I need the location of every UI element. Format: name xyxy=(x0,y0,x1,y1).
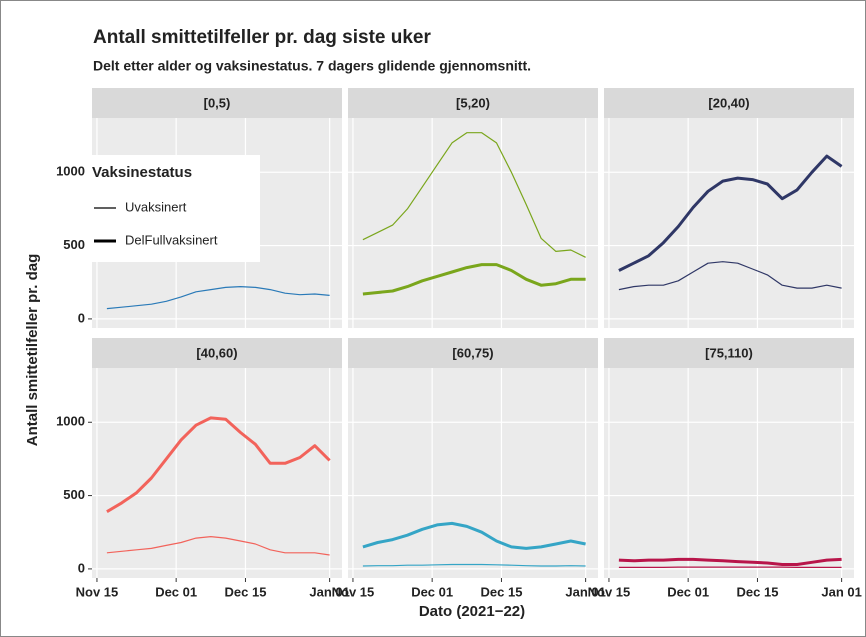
x-tick-label: Nov 15 xyxy=(588,584,631,599)
x-axis-title: Dato (2021−22) xyxy=(419,603,525,620)
data-line xyxy=(362,263,586,296)
x-tick-label: Dec 01 xyxy=(155,584,197,599)
x-tick-label: Dec 15 xyxy=(225,584,267,599)
strip xyxy=(604,338,854,368)
legend-label: Uvaksinert xyxy=(125,199,187,214)
legend-title: Vaksinestatus xyxy=(92,164,192,181)
strip-label: [40,60) xyxy=(196,345,237,360)
data-line xyxy=(106,536,330,556)
y-tick-label: 500 xyxy=(63,237,85,252)
panel-background xyxy=(604,118,854,328)
data-line xyxy=(106,286,330,310)
x-tick-label: Dec 15 xyxy=(737,584,779,599)
strip xyxy=(348,338,598,368)
data-line xyxy=(362,132,586,258)
x-tick-label: Nov 15 xyxy=(76,584,119,599)
panel-background xyxy=(604,368,854,578)
data-line xyxy=(362,521,586,550)
strip xyxy=(604,88,854,118)
data-line xyxy=(618,557,842,566)
panel-background xyxy=(92,368,342,578)
data-line xyxy=(106,416,331,513)
chart-subtitle: Delt etter alder og vaksinestatus. 7 dag… xyxy=(93,58,531,74)
y-axis-title: Antall smittetilfeller pr. dag xyxy=(24,254,41,447)
strip xyxy=(348,88,598,118)
data-line xyxy=(618,261,842,291)
panel-background xyxy=(348,368,598,578)
x-tick-label: Dec 15 xyxy=(481,584,523,599)
y-tick-label: 0 xyxy=(78,560,85,575)
strip-label: [60,75) xyxy=(452,345,493,360)
strip-label: [0,5) xyxy=(204,95,231,110)
strip-label: [20,40) xyxy=(708,95,749,110)
y-tick-label: 1000 xyxy=(56,414,85,429)
x-tick-label: Dec 01 xyxy=(411,584,453,599)
x-tick-label: Jan 01 xyxy=(309,584,349,599)
x-tick-label: Jan 01 xyxy=(565,584,605,599)
x-tick-label: Nov 15 xyxy=(332,584,375,599)
legend: Vaksinestatus Uvaksinert DelFullvaksinert xyxy=(85,155,260,262)
strip xyxy=(92,88,342,118)
strip-label: [75,110) xyxy=(705,345,753,360)
strip-label: [5,20) xyxy=(456,95,490,110)
y-tick-label: 0 xyxy=(78,310,85,325)
y-tick-label: 500 xyxy=(63,487,85,502)
x-tick-label: Dec 01 xyxy=(667,584,709,599)
chart-title: Antall smittetilfeller pr. dag siste uke… xyxy=(93,27,431,48)
data-line xyxy=(618,154,843,272)
y-tick-label: 1000 xyxy=(56,164,85,179)
data-line xyxy=(362,563,586,567)
x-tick-label: Jan 01 xyxy=(821,584,861,599)
panel-background xyxy=(348,118,598,328)
legend-label: DelFullvaksinert xyxy=(125,232,218,247)
strip xyxy=(92,338,342,368)
